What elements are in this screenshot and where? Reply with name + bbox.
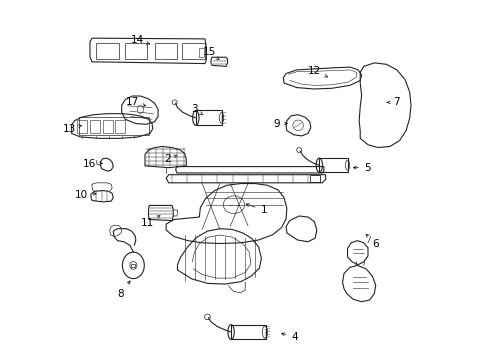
Text: 10: 10 — [74, 190, 96, 200]
Text: 13: 13 — [62, 124, 81, 134]
Text: 1: 1 — [246, 204, 266, 215]
Text: 15: 15 — [202, 47, 219, 59]
Text: 6: 6 — [366, 234, 378, 248]
Text: 5: 5 — [353, 163, 369, 173]
Text: 9: 9 — [273, 118, 287, 129]
Text: 3: 3 — [191, 104, 203, 115]
Text: 8: 8 — [117, 281, 130, 298]
Text: 14: 14 — [130, 35, 149, 45]
Text: 2: 2 — [163, 154, 177, 164]
Text: 12: 12 — [307, 66, 327, 77]
Text: 11: 11 — [141, 216, 160, 228]
Text: 4: 4 — [281, 332, 297, 342]
Text: 17: 17 — [125, 98, 145, 107]
Text: 16: 16 — [82, 159, 102, 169]
Text: 7: 7 — [386, 98, 399, 107]
